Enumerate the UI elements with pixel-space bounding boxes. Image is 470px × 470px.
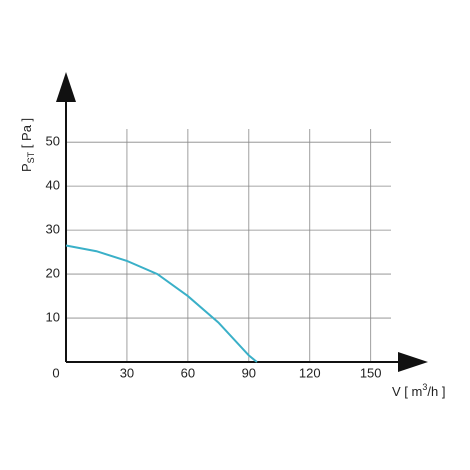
x-tick-label: 60 [181, 365, 195, 380]
x-label-sup: 3 [422, 382, 427, 392]
y-tick-label: 30 [46, 222, 60, 237]
y-label-main: P [19, 163, 34, 172]
x-tick-label: 150 [360, 365, 382, 380]
y-tick-label: 50 [46, 134, 60, 149]
y-label-sub: ST [26, 151, 36, 163]
x-tick-label: 120 [299, 365, 321, 380]
x-tick-label: 30 [120, 365, 134, 380]
y-label-end: [ Pa ] [19, 118, 34, 152]
y-axis-arrow [56, 72, 76, 102]
x-label-main: V [ m [392, 384, 422, 399]
y-axis-label: PST [ Pa ] [19, 118, 36, 172]
y-tick-label: 20 [46, 266, 60, 281]
curve [65, 244, 258, 363]
x-tick-label: 90 [242, 365, 256, 380]
y-tick-label: 10 [46, 309, 60, 324]
x-axis-arrow [398, 352, 428, 372]
y-tick-label: 40 [46, 178, 60, 193]
x-tick-label: 0 [52, 365, 59, 380]
x-axis-label: V [ m3/h ] [392, 382, 445, 399]
x-label-end: /h ] [427, 384, 445, 399]
